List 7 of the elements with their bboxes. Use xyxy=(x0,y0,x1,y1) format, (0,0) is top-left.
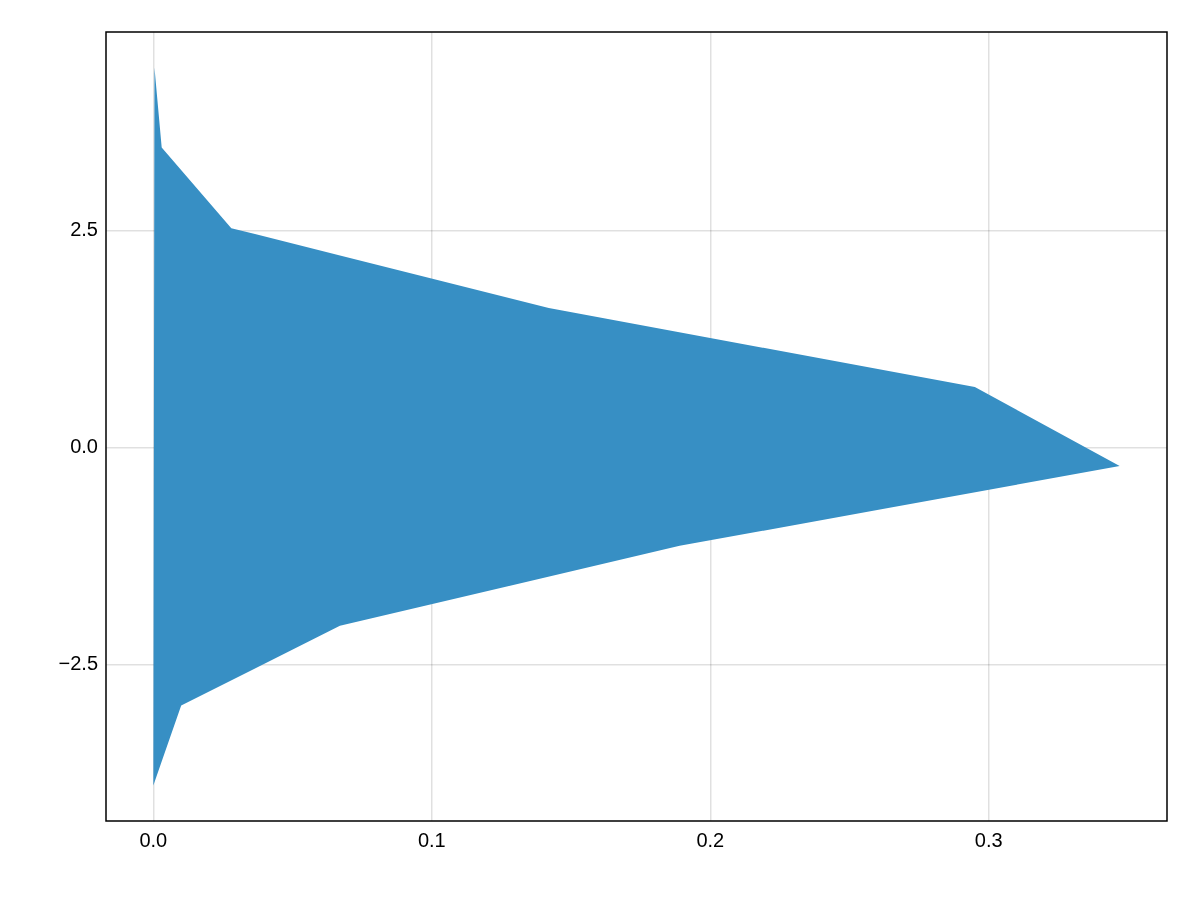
y-tick-label: 2.5 xyxy=(70,218,98,241)
x-tick-label: 0.3 xyxy=(974,828,1003,851)
x-tick-label: 0.2 xyxy=(696,828,725,851)
y-tick-label: 0.0 xyxy=(70,435,98,458)
y-tick-label: −2.5 xyxy=(58,652,98,675)
x-tick-label: 0.0 xyxy=(139,828,168,851)
x-tick-label: 0.1 xyxy=(417,828,446,851)
